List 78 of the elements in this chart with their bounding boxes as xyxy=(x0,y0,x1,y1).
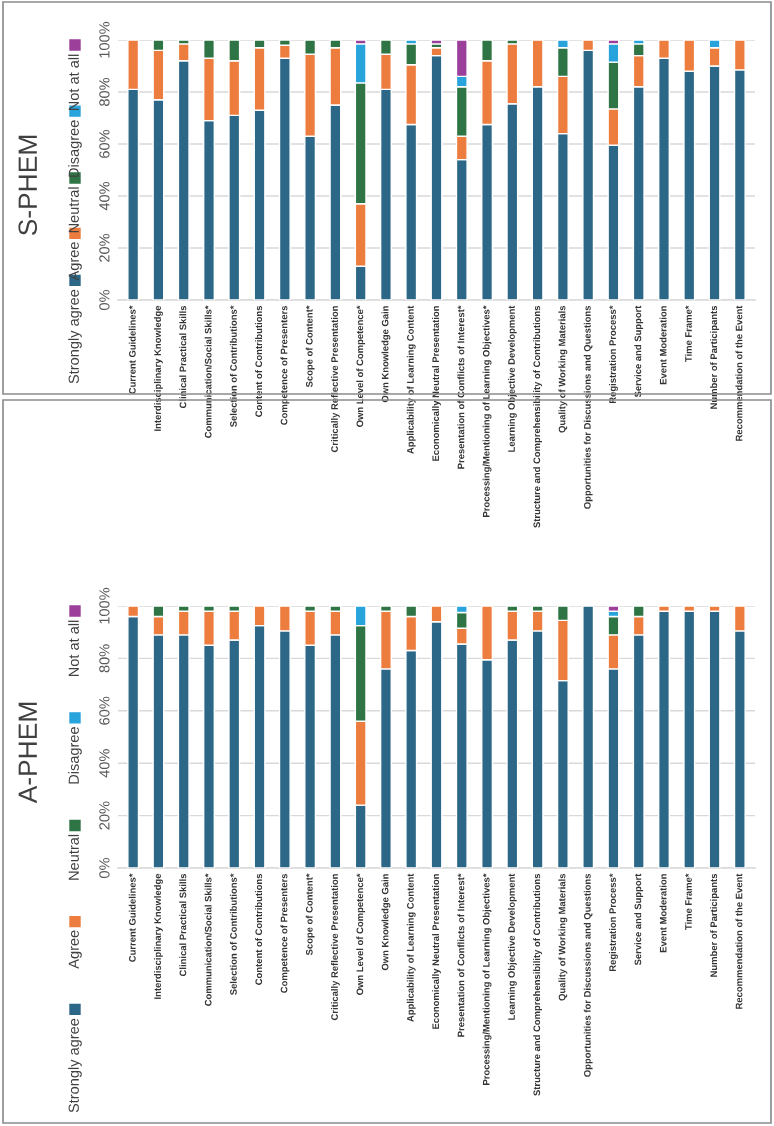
x-tick-label: Economically Neutral Presentation xyxy=(432,306,441,461)
legend-label: Neutral xyxy=(68,834,79,880)
x-tick-label: Registration Process* xyxy=(609,305,618,404)
legend-label: Agree xyxy=(68,242,82,281)
x-tick-label: Applicability of Learning Content xyxy=(406,873,416,1022)
x-tick-label: Selection of Contributions* xyxy=(229,305,237,427)
x-tick-label: Event Moderation xyxy=(659,874,667,953)
y-tick-label: 100% xyxy=(99,21,110,58)
text: A-PHEM xyxy=(18,702,37,804)
bar xyxy=(708,610,721,868)
x-tick-label: Own Knowledge Gain xyxy=(381,874,391,971)
x-tick-label: Clinical Practical Skills xyxy=(179,305,187,409)
x-tick-label: Interdisciplinary Knowledge xyxy=(154,305,163,431)
x-tick-label: Number of Participants xyxy=(710,873,719,977)
x-tick-label: Current Guidelines* xyxy=(128,873,136,962)
x-tick-label: Competence of Presenters xyxy=(280,305,290,425)
x-tick-label: Quality of Working Materials xyxy=(558,873,568,1001)
x-tick-label: Critically Reflective Presentation xyxy=(330,306,340,453)
x-tick-label: Current Guidelines* xyxy=(128,305,136,394)
x-tick-label: Content of Contributions xyxy=(255,305,263,417)
legend-label: Strongly agree xyxy=(68,1018,82,1113)
y-tick-label: 60% xyxy=(99,696,110,725)
x-tick-label: Quality of Working Materials xyxy=(558,305,568,433)
text: S-PHEM xyxy=(18,135,38,236)
x-tick-label: Presentation of Conflicts of Interest* xyxy=(457,873,465,1037)
y-tick-label: 60% xyxy=(99,129,110,158)
legend-label: Agree xyxy=(68,930,82,969)
legend-label: Not at all xyxy=(68,620,79,677)
x-tick-label: Service and Support xyxy=(634,305,644,398)
x-tick-label: Applicability of Learning Content xyxy=(406,305,416,454)
legend-label: Strongly agree xyxy=(68,289,82,384)
x-tick-label: Competence of Presenters xyxy=(280,873,290,993)
x-tick-label: Structure and Comprehensibility of Contributions xyxy=(533,305,543,528)
bar xyxy=(657,610,671,868)
x-tick-label: Recommendation of the Event xyxy=(735,873,743,1009)
x-tick-label: Critically Reflective Presentation xyxy=(330,874,340,1021)
bar xyxy=(582,606,595,868)
x-tick-label: Selection of Contributions* xyxy=(229,873,237,995)
x-tick-label: Clinical Practical Skills xyxy=(179,873,187,977)
x-tick-label: Own Level of Competence* xyxy=(356,305,366,427)
bar xyxy=(683,610,696,868)
x-tick-label: Communication/Social Skills* xyxy=(204,873,212,1006)
y-tick-label: 20% xyxy=(99,233,110,262)
y-tick-label: 0% xyxy=(99,289,110,310)
x-tick-label: Scope of Content* xyxy=(305,305,315,388)
x-tick-label: Time Frame* xyxy=(684,873,692,930)
x-tick-label: Content of Contributions xyxy=(255,873,263,985)
y-tick-label: 100% xyxy=(99,587,110,624)
legend-label: Disagree xyxy=(68,727,82,784)
y-tick-label: 40% xyxy=(99,749,110,778)
y-tick-label: 20% xyxy=(99,801,110,830)
x-tick-label: Presentation of Conflicts of Interest* xyxy=(457,305,465,469)
legend-label: Neutral xyxy=(68,187,79,233)
x-tick-label: Learning Objective Development xyxy=(507,305,517,452)
x-tick-label: Event Moderation xyxy=(659,306,667,385)
x-tick-label: Communication/Social Skills* xyxy=(204,305,212,438)
y-tick-label: 80% xyxy=(99,77,110,106)
x-tick-label: Structure and Comprehensibility of Contributions xyxy=(533,873,543,1096)
y-tick-label: 80% xyxy=(99,644,110,673)
x-tick-label: Learning Objective Development xyxy=(507,873,517,1020)
y-tick-label: 0% xyxy=(99,857,110,878)
x-tick-label: Interdisciplinary Knowledge xyxy=(154,873,163,999)
x-tick-label: Service and Support xyxy=(634,873,644,966)
x-tick-label: Number of Participants xyxy=(710,305,719,409)
x-tick-label: Own Knowledge Gain xyxy=(381,306,391,403)
x-tick-label: Opportunities for Discussions and Questions xyxy=(583,873,593,1077)
y-tick-label: 40% xyxy=(99,181,110,211)
x-tick-label: Registration Process* xyxy=(609,873,618,972)
legend-label: Not at all xyxy=(68,54,79,111)
bar xyxy=(430,40,443,45)
x-tick-label: Processing/Mentioning of Learning Objectives* xyxy=(482,873,492,1085)
x-tick-label: Processing/Mentioning of Learning Objectives* xyxy=(482,305,492,517)
x-tick-label: Own Level of Competence* xyxy=(356,873,366,995)
x-tick-label: Economically Neutral Presentation xyxy=(432,874,441,1029)
x-tick-label: Time Frame* xyxy=(684,305,692,362)
x-tick-label: Scope of Content* xyxy=(305,873,315,956)
x-tick-label: Recommendation of the Event xyxy=(735,305,743,441)
x-tick-label: Opportunities for Discussions and Questions xyxy=(583,305,593,509)
